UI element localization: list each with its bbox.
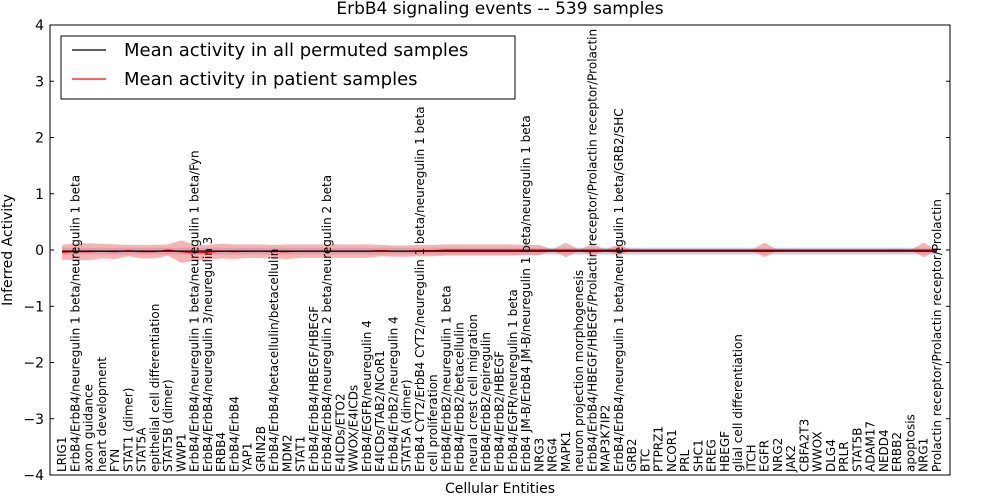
category-label: DLG4 bbox=[824, 439, 838, 472]
category-label: SHC1 bbox=[691, 439, 705, 472]
category-label: STAT1 (dimer) bbox=[121, 388, 135, 472]
x-category-labels: LRIG1 ErbB4/ErbB4/neuregulin 1 beta/neure… bbox=[55, 29, 944, 473]
category-label: ErbB4/ErbB4/HBEGF/HBEGF bbox=[307, 306, 321, 472]
category-label: ErbB4/ErbB4/neuregulin 2 beta/neuregulin… bbox=[320, 175, 334, 472]
category-label: axon guidance bbox=[82, 384, 96, 472]
category-label: NRG2 bbox=[771, 438, 785, 472]
category-label: CBFA2T3 bbox=[797, 419, 811, 472]
legend-label-permuted: Mean activity in all permuted samples bbox=[124, 40, 468, 61]
category-label: ErbB4 JM-B/ErbB4 JM-B/neuregulin 1 beta/… bbox=[519, 115, 533, 472]
category-label: GRB2 bbox=[625, 438, 639, 472]
category-label: ErbB4/ErbB4/betacellulin/betacellulin bbox=[267, 249, 281, 472]
category-label: MAPK1 bbox=[559, 431, 573, 472]
category-label: ERBB2 bbox=[890, 432, 904, 472]
category-label: STAT5A bbox=[135, 427, 149, 472]
category-label: ErbB4/ErbB4 bbox=[227, 396, 241, 472]
category-label: EGFR bbox=[758, 440, 772, 472]
category-label: STAT1 bbox=[294, 436, 308, 472]
y-tick-label: 4 bbox=[35, 18, 44, 34]
category-label: WWOX/E4ICDs bbox=[347, 385, 361, 472]
category-label: epithelial cell differentiation bbox=[148, 304, 162, 472]
category-label: STAT5A (dimer) bbox=[400, 379, 414, 472]
category-label: JAK2 bbox=[784, 445, 798, 473]
category-label: FYN bbox=[108, 449, 122, 472]
category-label: STAT5B bbox=[851, 428, 865, 473]
category-label: ErbB4/ErbB4/neuregulin 1 beta/neuregulin… bbox=[188, 150, 202, 472]
category-label: LRIG1 bbox=[55, 437, 69, 473]
category-label: E4ICDs/TAB2/NCoR1 bbox=[373, 350, 387, 472]
category-label: NRG4 bbox=[546, 438, 560, 472]
y-axis-title: Inferred Activity bbox=[0, 194, 16, 306]
category-label: NRG1 bbox=[917, 438, 931, 472]
y-tick-label: −4 bbox=[23, 468, 44, 484]
patient-mean-line bbox=[61, 249, 937, 254]
category-label: neuron projection morphogenesis bbox=[572, 270, 586, 472]
category-label: STAT5B (dimer) bbox=[161, 379, 175, 472]
legend-box bbox=[60, 35, 516, 100]
category-label: PRLR bbox=[837, 441, 851, 472]
category-label: neural crest cell migration bbox=[466, 314, 480, 472]
chart-title: ErbB4 signaling events -- 539 samples bbox=[336, 0, 663, 19]
category-label: ErbB4/ErbB4/HBEGF/HBEGF/Prolactin recept… bbox=[585, 29, 599, 472]
category-label: HBEGF bbox=[718, 431, 732, 472]
y-tick-label: −3 bbox=[23, 412, 44, 428]
y-tick-label: −1 bbox=[23, 299, 44, 315]
category-label: ERBB4 bbox=[214, 432, 228, 472]
y-tick-label: −2 bbox=[23, 356, 44, 372]
y-tick-label: 1 bbox=[35, 187, 44, 203]
category-label: PRL bbox=[678, 449, 692, 472]
category-label: ErbB4/EGFR/neuregulin 1 beta bbox=[506, 289, 520, 472]
category-label: ErbB4/ErbB4/neuregulin 3/neuregulin 3 bbox=[201, 237, 215, 472]
category-label: ErbB4/ErbB4/neuregulin 1 beta/neuregulin… bbox=[68, 175, 82, 472]
category-label: GRIN2B bbox=[254, 426, 268, 472]
category-label: BTC bbox=[638, 449, 652, 472]
category-label: ErbB4/ErbB2/neuregulin 1 beta bbox=[440, 285, 454, 472]
category-label: ErbB4/ErbB2/epiregulin bbox=[479, 332, 493, 472]
category-label: glial cell differentiation bbox=[731, 334, 745, 472]
activity-lines bbox=[61, 249, 937, 254]
category-label: ErbB4/ErbB2/HBEGF bbox=[493, 351, 507, 472]
category-label: YAP1 bbox=[241, 443, 255, 473]
category-label: ErbB4/ErbB2/betacellulin bbox=[453, 322, 467, 472]
category-label: ITCH bbox=[744, 444, 758, 472]
category-label: ADAM17 bbox=[864, 421, 878, 472]
category-label: Prolactin receptor/Prolactin receptor/Pr… bbox=[930, 199, 944, 472]
category-label: EREG bbox=[705, 439, 719, 472]
x-axis-title: Cellular Entities bbox=[445, 481, 555, 497]
legend: Mean activity in all permuted samples Me… bbox=[60, 35, 516, 100]
category-label: PTPRZ1 bbox=[652, 426, 666, 472]
category-label: ErbB4 CYT2/ErbB4 CYT2/neuregulin 1 beta/… bbox=[413, 106, 427, 472]
category-label: WWOX bbox=[811, 431, 825, 472]
category-label: heart development bbox=[95, 357, 109, 472]
y-tick-label: 0 bbox=[35, 243, 44, 259]
category-label: ErbB4/EGFR/neuregulin 4 bbox=[360, 320, 374, 472]
category-label: NRG3 bbox=[532, 438, 546, 472]
y-tick-label: 3 bbox=[35, 74, 44, 90]
category-label: MAP3K7IP2 bbox=[599, 405, 613, 472]
category-label: ErbB4/ErbB2/neuregulin 4 bbox=[386, 316, 400, 472]
category-label: NEDD4 bbox=[877, 429, 891, 472]
category-label: ErbB4/ErbB4/neuregulin 1 beta/neuregulin… bbox=[612, 108, 626, 472]
category-label: MDM2 bbox=[280, 434, 294, 472]
legend-label-patient: Mean activity in patient samples bbox=[124, 69, 418, 90]
category-label: NCOR1 bbox=[665, 429, 679, 472]
category-label: cell proliferation bbox=[426, 374, 440, 472]
y-tick-label: 2 bbox=[35, 131, 44, 147]
category-label: WWP1 bbox=[174, 433, 188, 472]
y-axis: −4 −3 −2 −1 0 1 2 3 4 bbox=[23, 18, 950, 484]
category-label: apoptosis bbox=[904, 414, 918, 472]
category-label: E4ICDs/ETO2 bbox=[333, 393, 347, 472]
